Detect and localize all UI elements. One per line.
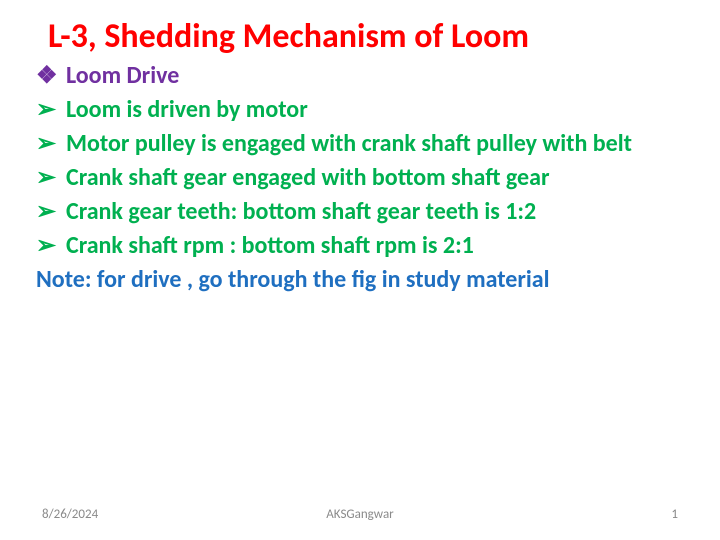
heading-loom-drive: Loom Drive xyxy=(36,61,684,91)
note-text: Note: for drive , go through the fig in … xyxy=(36,265,684,295)
bullet-text: Crank shaft rpm : bottom shaft rpm is 2:… xyxy=(66,231,474,260)
slide-title: L-3, Shedding Mechanism of Loom xyxy=(36,18,684,55)
bullet-item: Motor pulley is engaged with crank shaft… xyxy=(36,129,684,159)
slide: L-3, Shedding Mechanism of Loom Loom Dri… xyxy=(0,0,720,540)
bullet-item: Crank shaft rpm : bottom shaft rpm is 2:… xyxy=(36,231,684,261)
bullet-text: Crank gear teeth: bottom shaft gear teet… xyxy=(66,197,536,226)
footer-page: 1 xyxy=(466,507,678,522)
bullet-text: Crank shaft gear engaged with bottom sha… xyxy=(66,163,550,192)
footer-author: AKSGangwar xyxy=(254,507,466,522)
body-list: Loom Drive Loom is driven by motor Motor… xyxy=(36,61,684,261)
bullet-text: Motor pulley is engaged with crank shaft… xyxy=(66,129,632,158)
footer-date: 8/26/2024 xyxy=(42,507,254,522)
bullet-item: Crank gear teeth: bottom shaft gear teet… xyxy=(36,197,684,227)
bullet-item: Loom is driven by motor xyxy=(36,95,684,125)
heading-text: Loom Drive xyxy=(66,61,179,90)
slide-footer: 8/26/2024 AKSGangwar 1 xyxy=(0,507,720,522)
bullet-text: Loom is driven by motor xyxy=(66,95,308,124)
bullet-item: Crank shaft gear engaged with bottom sha… xyxy=(36,163,684,193)
